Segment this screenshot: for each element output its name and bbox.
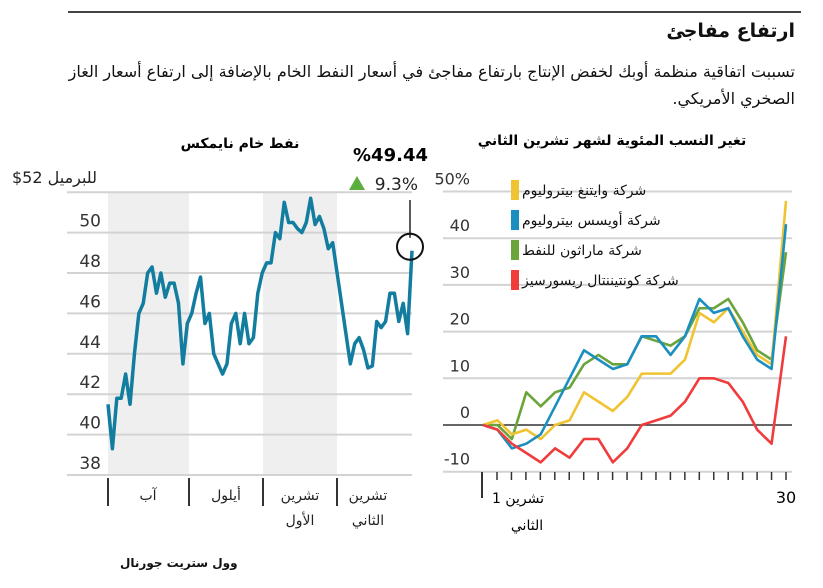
legend-label: شركة كونتيننتال ريسورسيز [521, 273, 679, 289]
y-tick-label: 50% [434, 170, 470, 189]
legend-swatch [511, 210, 519, 230]
y-tick-label: 50 [79, 212, 101, 232]
source-credit: وول ستريت جورنال [120, 556, 238, 570]
y-tick-label: 0 [460, 403, 470, 422]
unit-label: $52 للبرميل [12, 168, 97, 188]
month-label: تشرين [349, 488, 388, 504]
series-line-1 [482, 224, 788, 450]
month-label: أيلول [211, 486, 241, 504]
top-rule [68, 11, 801, 13]
last-price-label: %49.44 [353, 145, 428, 166]
legend-label: شركة ماراثون للنفط [522, 243, 642, 259]
page-title: ارتفاع مفاجئ [666, 20, 795, 42]
month-label: آب [139, 487, 157, 504]
legend-swatch [511, 180, 519, 200]
y-tick-label: 20 [450, 310, 470, 329]
x-label-first: 1 تشرين [492, 491, 544, 507]
series-line-3 [482, 336, 788, 464]
y-tick-label: 40 [79, 414, 101, 434]
chart-title: تغير النسب المئوية لشهر تشرين الثاني [478, 133, 746, 149]
x-label-last: 30 [776, 488, 796, 507]
y-tick-label: 42 [79, 373, 101, 393]
shaded-month-band [108, 192, 189, 475]
y-tick-label: 44 [79, 333, 101, 353]
y-tick-label: 10 [450, 356, 470, 375]
month-label: الأول [286, 511, 315, 529]
month-label: الثاني [352, 513, 384, 529]
last-value-marker [396, 232, 424, 261]
up-triangle-icon [349, 176, 365, 190]
x-label-first-line2: الثاني [511, 518, 543, 534]
subtitle: تسببت اتفاقية منظمة أوبك لخفض الإنتاج با… [68, 62, 795, 108]
y-tick-label: 46 [79, 292, 101, 312]
legend-swatch [511, 270, 519, 290]
legend-label: شركة أويسس بيتروليوم [522, 211, 661, 229]
legend-swatch [511, 240, 519, 260]
y-tick-label: 40 [450, 216, 470, 235]
legend-label: شركة وايتنغ بيتروليوم [522, 183, 646, 199]
change-label: 9.3% [375, 175, 418, 195]
y-tick-label: -10 [444, 450, 470, 469]
month-label: تشرين [281, 488, 320, 504]
y-tick-label: 38 [79, 454, 101, 474]
y-tick-label: 30 [450, 263, 470, 282]
nymex-price-line [106, 196, 414, 451]
chart-title: نفط خام نايمكس [181, 136, 300, 152]
y-tick-label: 48 [79, 252, 101, 272]
